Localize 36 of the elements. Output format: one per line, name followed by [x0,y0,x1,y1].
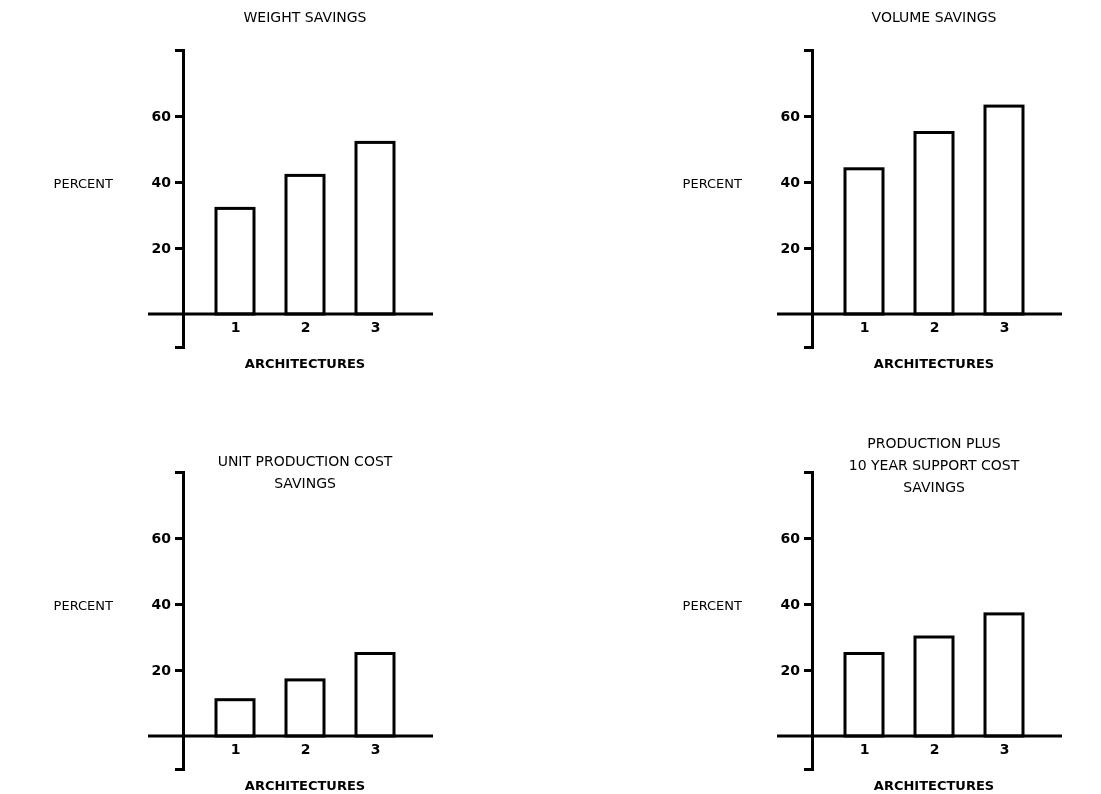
y-tick-label: 20 [151,661,172,678]
y-tick-label: 60 [151,107,172,124]
y-axis-title: PERCENT [53,598,114,613]
y-tick-label: 20 [151,239,172,256]
x-tick-label: 2 [929,318,940,335]
x-tick-label: 2 [929,740,940,757]
chart-title: WEIGHT SAVINGS [243,9,367,25]
y-tick-label: 40 [780,173,801,190]
x-axis-title: ARCHITECTURES [873,778,995,793]
chart-title: UNIT PRODUCTION COST SAVINGS [217,453,393,491]
y-tick-label: 20 [780,661,801,678]
chart-title: PRODUCTION PLUS 10 YEAR SUPPORT COST SAVINGS [848,435,1020,495]
x-axis-title: ARCHITECTURES [244,356,366,371]
x-tick-label: 1 [859,318,870,335]
y-axis-title: PERCENT [682,176,743,191]
x-tick-label: 3 [370,740,381,757]
y-tick-label: 40 [151,173,172,190]
x-axis-title: ARCHITECTURES [873,356,995,371]
x-tick-label: 2 [300,740,311,757]
y-tick-label: 40 [780,595,801,612]
y-axis-title: PERCENT [53,176,114,191]
y-tick-label: 20 [780,239,801,256]
y-tick-label: 60 [780,529,801,546]
y-tick-label: 60 [151,529,172,546]
y-axis-title: PERCENT [682,598,743,613]
x-axis-title: ARCHITECTURES [244,778,366,793]
x-tick-label: 3 [999,318,1010,335]
x-tick-label: 2 [300,318,311,335]
x-tick-label: 1 [859,740,870,757]
x-tick-label: 1 [230,318,241,335]
chart-title: VOLUME SAVINGS [871,9,997,25]
x-tick-label: 1 [230,740,241,757]
y-tick-label: 60 [780,107,801,124]
x-tick-label: 3 [370,318,381,335]
x-tick-label: 3 [999,740,1010,757]
y-tick-label: 40 [151,595,172,612]
